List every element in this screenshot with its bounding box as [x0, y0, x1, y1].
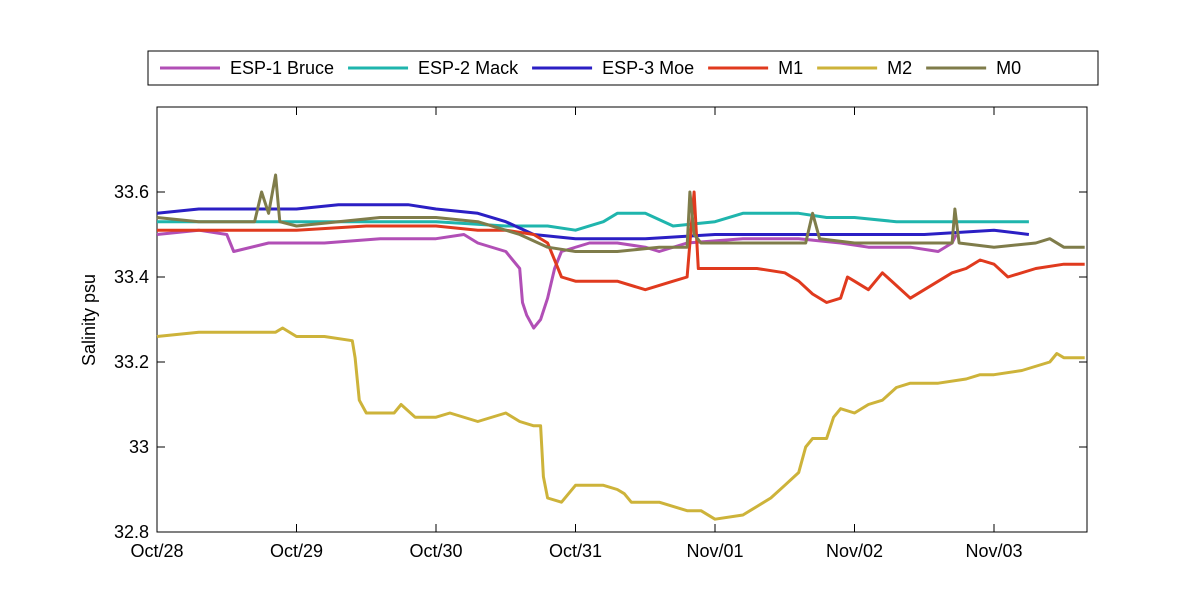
series-line-m2: [156, 326, 1085, 521]
legend-label: M2: [887, 58, 912, 78]
y-tick-label: 33.2: [114, 352, 149, 372]
x-tick-label: Oct/30: [409, 541, 462, 561]
series-line-m0: [156, 173, 1085, 253]
series-line-esp-1-bruce: [156, 228, 958, 330]
series-line-esp-3-moe: [156, 203, 1030, 241]
legend-label: ESP-2 Mack: [418, 58, 519, 78]
y-tick-label: 33.6: [114, 182, 149, 202]
y-axis-title: Salinity psu: [79, 274, 99, 366]
x-tick-label: Oct/31: [549, 541, 602, 561]
series-line-esp-2-mack: [157, 211, 1029, 232]
series-line-m1: [157, 190, 1085, 304]
x-tick-label: Nov/02: [826, 541, 883, 561]
y-tick-label: 32.8: [114, 522, 149, 542]
x-tick-label: Oct/29: [270, 541, 323, 561]
legend-label: ESP-1 Bruce: [230, 58, 334, 78]
plot-area: [156, 106, 1088, 533]
y-tick-label: 33.4: [114, 267, 149, 287]
y-tick-label: 33: [129, 437, 149, 457]
legend-label: M0: [996, 58, 1021, 78]
x-tick-label: Nov/03: [965, 541, 1022, 561]
x-tick-label: Nov/01: [686, 541, 743, 561]
legend-label: M1: [778, 58, 803, 78]
x-tick-label: Oct/28: [130, 541, 183, 561]
legend-label: ESP-3 Moe: [602, 58, 694, 78]
legend: ESP-1 Bruce ESP-2 Mack ESP-3 Moe M1 M2 M0: [147, 50, 1099, 86]
